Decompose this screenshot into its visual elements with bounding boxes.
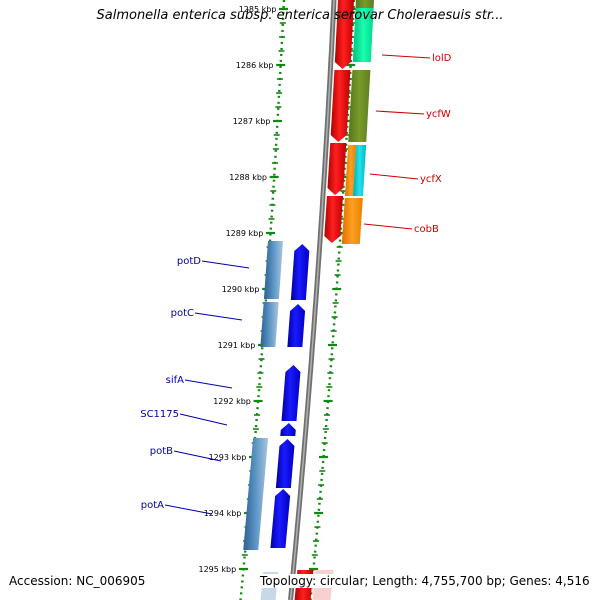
- gene-label-lold[interactable]: lolD: [432, 53, 452, 64]
- leader-line: [164, 504, 213, 515]
- cog-block: [243, 438, 269, 550]
- leader-line: [369, 173, 419, 180]
- forward-gene-arrow: [330, 70, 351, 142]
- tick-label: 1293 kbp: [209, 453, 247, 462]
- cog-block: [348, 70, 371, 142]
- gene-label-ycfx[interactable]: ycfX: [420, 174, 442, 185]
- reverse-gene-arrow: [281, 365, 301, 421]
- leader-line: [375, 110, 425, 115]
- tick-label: 1291 kbp: [218, 341, 256, 350]
- backbone-highlight: [289, 0, 335, 600]
- reverse-gene-arrow: [287, 304, 306, 347]
- tick-label: 1288 kbp: [229, 173, 267, 182]
- scale-rails: [239, 0, 356, 600]
- tick-label: 1292 kbp: [213, 397, 251, 406]
- leader-line: [179, 413, 228, 426]
- cog-block: [341, 198, 363, 244]
- leader-line: [194, 312, 243, 321]
- cog-block: [344, 145, 357, 196]
- gene-label-ycfw[interactable]: ycfW: [426, 109, 451, 120]
- tick-label: 1295 kbp: [198, 565, 236, 574]
- cog-block: [355, 0, 374, 8]
- reverse-gene-arrow: [270, 489, 291, 548]
- genome-title: Salmonella enterica subsp. enterica sero…: [96, 8, 504, 23]
- cog-block: [263, 241, 283, 299]
- scale-rail: [309, 0, 356, 600]
- leader-line: [363, 223, 413, 230]
- tick-label: 1294 kbp: [204, 509, 242, 518]
- leader-line: [184, 379, 233, 389]
- gene-label-pota[interactable]: potA: [141, 500, 164, 511]
- leader-line: [381, 54, 431, 59]
- gene-arrows: [270, 0, 354, 548]
- scale-rail: [239, 0, 286, 600]
- forward-gene-arrow: [334, 0, 354, 69]
- leader-line: [173, 450, 222, 462]
- gene-label-potb[interactable]: potB: [150, 446, 173, 457]
- tick-label: 1285 kbp: [239, 5, 277, 14]
- gene-label-potc[interactable]: potC: [171, 308, 194, 319]
- tick-labels: 1285 kbp 1286 kbp 1287 kbp 1288 kbp 1289 kbp…: [198, 5, 276, 574]
- reverse-gene-arrow: [275, 439, 295, 488]
- gene-label-potd[interactable]: potD: [177, 256, 201, 267]
- forward-gene-arrow: [327, 143, 347, 195]
- tick-label: 1286 kbp: [236, 61, 274, 70]
- topology-text: Topology: circular; Length: 4,755,700 bp…: [260, 574, 590, 588]
- genome-backbone: [288, 0, 337, 600]
- tick-label: 1290 kbp: [222, 285, 260, 294]
- reverse-gene-arrow: [290, 244, 310, 300]
- cog-block: [352, 8, 374, 62]
- cog-block: [352, 145, 367, 196]
- gene-label-sifa[interactable]: sifA: [166, 375, 185, 386]
- cog-block: [260, 302, 279, 347]
- tick-label: 1287 kbp: [233, 117, 271, 126]
- tick-label: 1289 kbp: [226, 229, 264, 238]
- accession-text: Accession: NC_006905: [9, 574, 146, 588]
- gene-labels: lolD ycfW ycfX cobB potD potC sifA SC1175 potB po…: [140, 53, 451, 511]
- gene-label-cobb[interactable]: cobB: [414, 224, 439, 235]
- label-leaders: [164, 54, 431, 515]
- cog-blocks: [243, 0, 374, 600]
- leader-line: [201, 260, 250, 269]
- gene-label-sc1175[interactable]: SC1175: [140, 409, 179, 420]
- forward-gene-arrow: [324, 196, 343, 243]
- reverse-gene-arrow: [280, 423, 296, 436]
